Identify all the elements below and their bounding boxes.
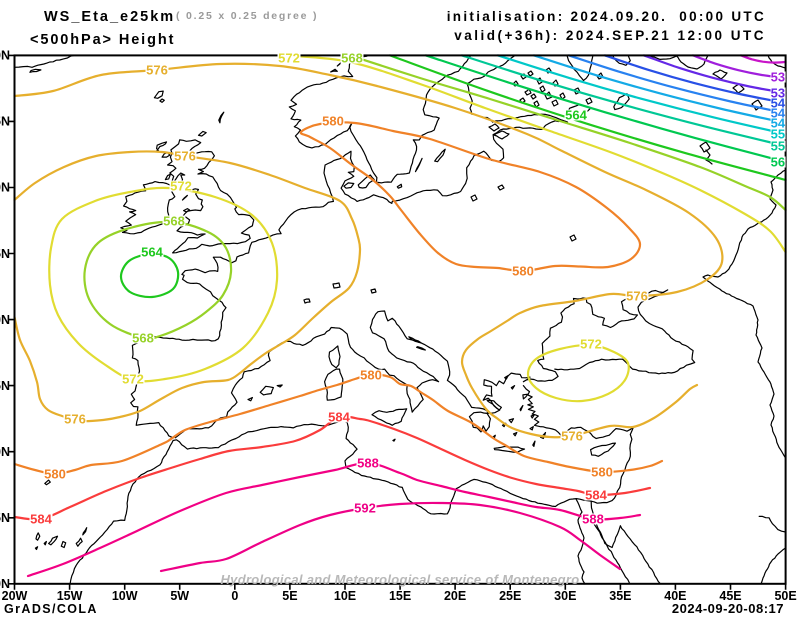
svg-text:54: 54 [771,96,786,111]
svg-text:GrADS/COLA: GrADS/COLA [4,602,98,616]
svg-text:588: 588 [582,512,604,527]
svg-text:592: 592 [354,501,376,516]
svg-text:15E: 15E [389,589,411,603]
svg-text:10E: 10E [334,589,356,603]
svg-text:55: 55 [771,139,785,154]
svg-text:15W: 15W [57,589,83,603]
svg-text:50N: 50N [0,313,10,327]
svg-text:580: 580 [591,465,613,480]
svg-text:0: 0 [231,589,238,603]
svg-text:580: 580 [322,114,344,129]
svg-text:564: 564 [141,245,163,260]
svg-text:initialisation: 2024.09.20. 0: initialisation: 2024.09.20. 00:00 UTC [447,9,766,24]
svg-text:576: 576 [146,63,168,78]
svg-text:54: 54 [771,116,786,131]
svg-text:60N: 60N [0,181,10,195]
svg-text:584: 584 [30,512,52,527]
svg-text:30N: 30N [0,577,10,591]
svg-text:568: 568 [132,331,154,346]
svg-text:25E: 25E [499,589,521,603]
svg-text:53: 53 [771,70,785,85]
svg-text:35E: 35E [609,589,631,603]
svg-text:45E: 45E [719,589,741,603]
svg-text:70N: 70N [0,49,10,63]
svg-text:5W: 5W [170,589,189,603]
svg-text:572: 572 [580,337,602,352]
svg-text:65N: 65N [0,115,10,129]
svg-text:564: 564 [565,108,587,123]
svg-text:584: 584 [585,488,607,503]
svg-text:572: 572 [122,372,144,387]
svg-text:10W: 10W [112,589,138,603]
svg-text:<500hPa> Height: <500hPa> Height [30,32,175,48]
svg-text:576: 576 [174,149,196,164]
svg-text:568: 568 [163,214,185,229]
svg-text:588: 588 [357,456,379,471]
svg-text:580: 580 [512,264,534,279]
svg-text:30E: 30E [554,589,576,603]
svg-text:576: 576 [626,289,648,304]
svg-text:40N: 40N [0,445,10,459]
svg-text:580: 580 [360,368,382,383]
svg-text:53: 53 [771,86,785,101]
svg-text:valid(+36h): 2024.SEP.21 12:00: valid(+36h): 2024.SEP.21 12:00 UTC [454,28,766,43]
svg-text:55N: 55N [0,247,10,261]
svg-text:572: 572 [278,51,300,66]
svg-text:5E: 5E [282,589,297,603]
svg-text:56: 56 [771,155,785,170]
svg-text:54: 54 [771,106,786,121]
svg-text:45N: 45N [0,379,10,393]
svg-text:35N: 35N [0,511,10,525]
svg-text:2024-09-20-08:17: 2024-09-20-08:17 [672,601,784,616]
svg-text:55: 55 [771,127,785,142]
svg-text:576: 576 [64,412,86,427]
svg-text:20E: 20E [444,589,466,603]
svg-text:50E: 50E [774,589,796,603]
svg-text:584: 584 [328,410,350,425]
svg-text:WS_Eta_e25km: WS_Eta_e25km [44,9,175,25]
svg-text:( 0.25 x 0.25 degree ): ( 0.25 x 0.25 degree ) [176,10,318,22]
svg-text:20W: 20W [2,589,28,603]
svg-text:572: 572 [170,179,192,194]
svg-text:Hydrological and Meteorologica: Hydrological and Meteorological service … [220,572,579,587]
svg-text:576: 576 [561,429,583,444]
svg-text:568: 568 [341,51,363,66]
svg-text:580: 580 [44,467,66,482]
svg-text:40E: 40E [664,589,686,603]
